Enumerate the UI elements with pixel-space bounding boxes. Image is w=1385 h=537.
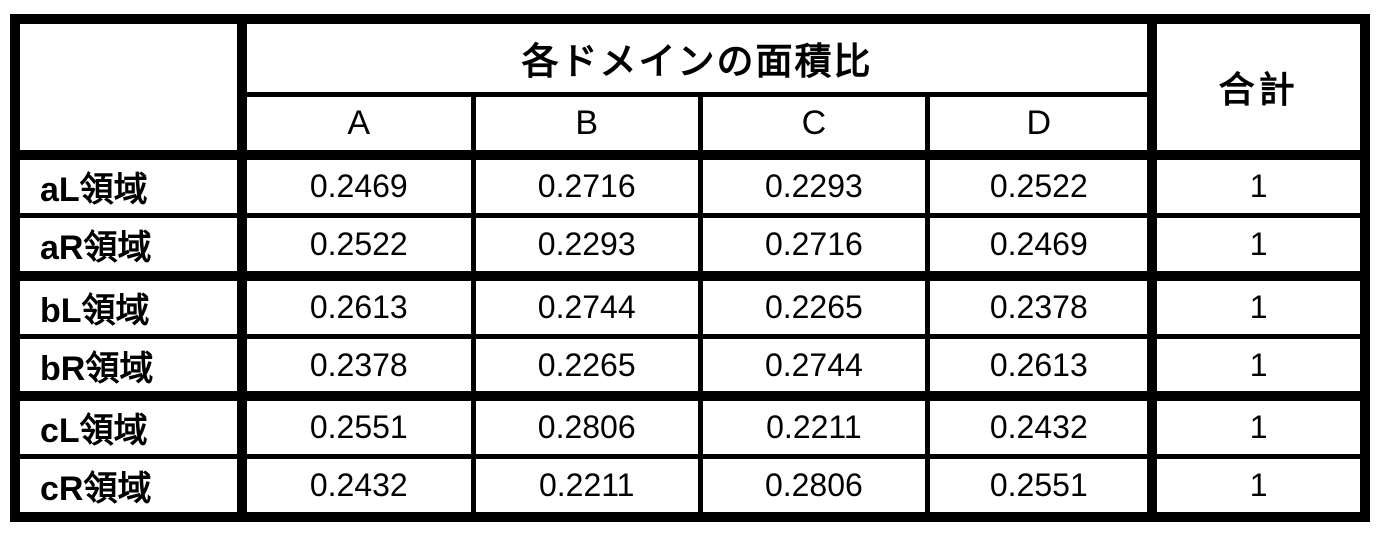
column-header-b: B [470,92,703,158]
table-row-bR: bR領域 0.2378 0.2265 0.2744 0.2613 1 [12,333,1368,399]
row-label: bL領域 [12,270,247,339]
value-cell: 0.2744 [697,333,931,399]
value-cell: 0.2293 [470,213,703,279]
value-cell: 0.2211 [697,391,931,460]
value-cell: 0.2378 [239,333,476,399]
row-total-cell: 1 [1147,454,1368,520]
value-cell: 0.2522 [925,150,1155,219]
value-cell: 0.2432 [239,454,476,520]
table-row-aL: aL領域 0.2469 0.2716 0.2293 0.2522 1 [12,150,1368,219]
value-cell: 0.2806 [470,391,703,460]
value-cell: 0.2265 [697,270,931,339]
value-cell: 0.2211 [470,454,703,520]
value-cell: 0.2551 [239,391,476,460]
total-column-header: 合計 [1147,16,1368,158]
table-row-aR: aR領域 0.2522 0.2293 0.2716 0.2469 1 [12,213,1368,279]
row-total-cell: 1 [1147,213,1368,279]
value-cell: 0.2469 [925,213,1155,279]
value-cell: 0.2522 [239,213,476,279]
header-row-group: 各ドメインの面積比 合計 [12,16,1368,158]
table-row-bL: bL領域 0.2613 0.2744 0.2265 0.2378 1 [12,270,1368,339]
domain-area-ratio-table: 各ドメインの面積比 合計 A B C D aL領域 0.2469 0.2716 … [10,14,1370,522]
value-cell: 0.2716 [697,213,931,279]
value-cell: 0.2378 [925,270,1155,339]
column-header-d: D [925,92,1155,158]
value-cell: 0.2613 [239,270,476,339]
row-label: aR領域 [12,213,247,279]
header-row-columns: A B C D [15,92,1365,158]
value-cell: 0.2744 [470,270,703,339]
value-cell: 0.2806 [697,454,931,520]
table-row-cR: cR領域 0.2432 0.2211 0.2806 0.2551 1 [12,454,1368,520]
column-header-a: A [239,92,476,158]
value-cell: 0.2716 [470,150,703,219]
row-label: bR領域 [12,333,247,399]
row-total-cell: 1 [1147,150,1368,219]
row-label: aL領域 [12,150,247,219]
empty-corner-cell [12,16,247,158]
column-header-c: C [697,92,931,158]
row-label: cR領域 [12,454,247,520]
table-row-cL: cL領域 0.2551 0.2806 0.2211 0.2432 1 [12,391,1368,460]
row-label: cL領域 [12,391,247,460]
value-cell: 0.2432 [925,391,1155,460]
group-header: 各ドメインの面積比 [239,16,1155,98]
value-cell: 0.2265 [470,333,703,399]
value-cell: 0.2613 [925,333,1155,399]
value-cell: 0.2469 [239,150,476,219]
value-cell: 0.2293 [697,150,931,219]
value-cell: 0.2551 [925,454,1155,520]
row-total-cell: 1 [1147,391,1368,460]
row-total-cell: 1 [1147,270,1368,339]
row-total-cell: 1 [1147,333,1368,399]
